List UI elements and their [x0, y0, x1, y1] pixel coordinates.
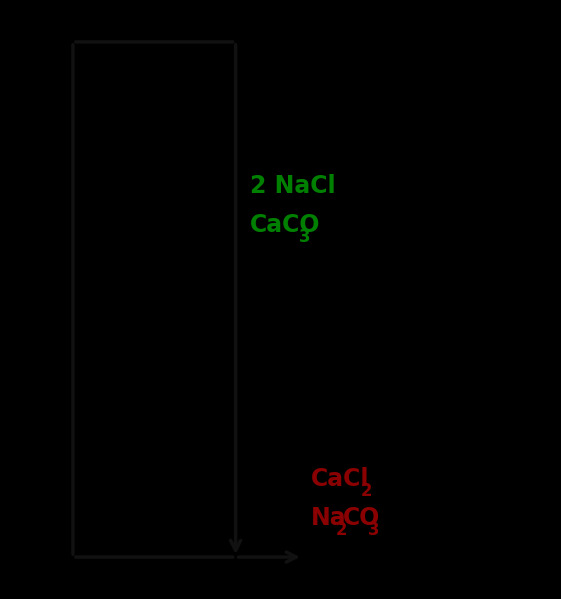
Text: CaCl: CaCl	[311, 467, 370, 491]
Text: 3: 3	[299, 228, 310, 246]
Text: Na: Na	[311, 506, 347, 530]
Text: CaCO: CaCO	[250, 213, 320, 237]
Text: 3: 3	[368, 521, 379, 539]
Text: 2 NaCl: 2 NaCl	[250, 174, 335, 198]
Text: CO: CO	[343, 506, 381, 530]
Text: 2: 2	[361, 482, 372, 500]
Text: 2: 2	[336, 521, 347, 539]
